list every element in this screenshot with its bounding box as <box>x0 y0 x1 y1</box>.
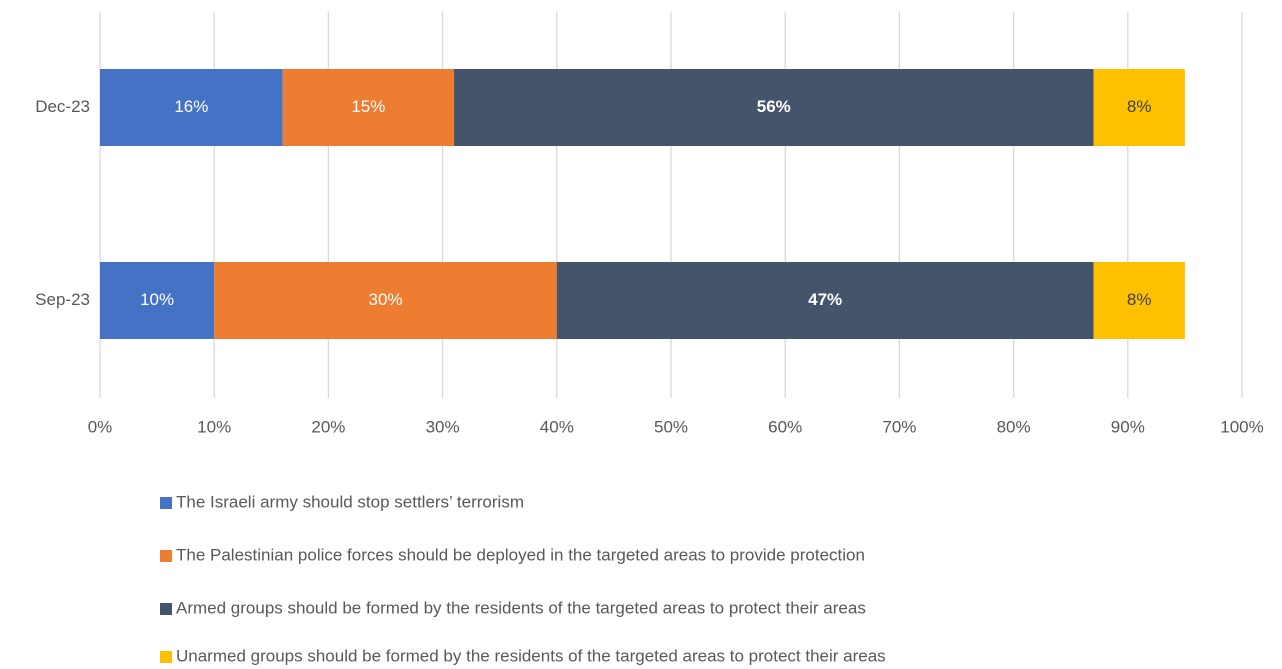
x-tick-label: 70% <box>882 417 916 436</box>
bar-segment <box>214 262 557 339</box>
x-tick-label: 80% <box>997 417 1031 436</box>
x-tick-label: 50% <box>654 417 688 436</box>
legend-swatch <box>160 651 172 663</box>
x-tick-label: 60% <box>768 417 802 436</box>
y-tick-label: Sep-23 <box>35 290 90 309</box>
legend-swatch <box>160 603 172 615</box>
x-tick-label: 0% <box>88 417 113 436</box>
legend-label: Armed groups should be formed by the res… <box>176 598 866 617</box>
x-tick-label: 10% <box>197 417 231 436</box>
data-label: 10% <box>140 290 174 309</box>
x-tick-label: 90% <box>1111 417 1145 436</box>
x-tick-label: 100% <box>1220 417 1263 436</box>
bar-segment <box>556 262 1094 339</box>
bar-segment <box>1093 262 1185 339</box>
data-label: 8% <box>1127 97 1152 116</box>
bar-segment <box>282 69 455 146</box>
x-tick-label: 20% <box>311 417 345 436</box>
legend-label: The Israeli army should stop settlers’ t… <box>176 492 524 511</box>
data-label: 8% <box>1127 290 1152 309</box>
legend-swatch <box>160 550 172 562</box>
bar-segment <box>454 69 1094 146</box>
bar-segment <box>100 262 215 339</box>
data-label: 56% <box>757 97 791 116</box>
data-label: 30% <box>368 290 402 309</box>
data-label: 15% <box>351 97 385 116</box>
legend-swatch <box>160 497 172 509</box>
bar-segment <box>1093 69 1185 146</box>
legend-label: Unarmed groups should be formed by the r… <box>176 646 886 665</box>
x-tick-label: 40% <box>540 417 574 436</box>
data-label: 47% <box>808 290 842 309</box>
legend-label: The Palestinian police forces should be … <box>176 545 865 564</box>
x-tick-label: 30% <box>426 417 460 436</box>
y-tick-label: Dec-23 <box>35 97 90 116</box>
bar-segment <box>100 69 283 146</box>
data-label: 16% <box>174 97 208 116</box>
